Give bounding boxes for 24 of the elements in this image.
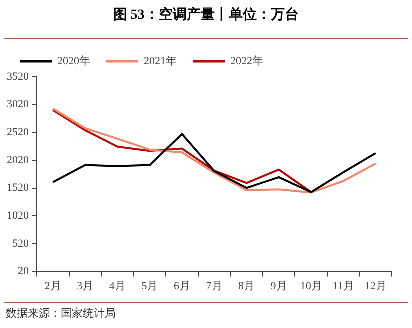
chart-title: 图 53：空调产量丨单位：万台 [112, 6, 300, 24]
x-tick-label: 11月 [332, 280, 354, 292]
y-tick-label: 520 [12, 238, 30, 250]
legend-label: 2021年 [144, 55, 177, 68]
y-tick-label: 2520 [7, 126, 30, 139]
legend-label: 2020年 [58, 55, 90, 68]
x-tick-label: 9月 [270, 280, 288, 292]
y-tick-label: 20 [18, 266, 30, 278]
source-note: 数据来源：国家统计局 [6, 306, 116, 321]
x-tick-label: 10月 [300, 280, 322, 292]
y-tick-label: 3020 [7, 98, 30, 111]
x-tick-label: 8月 [238, 280, 256, 292]
x-tick-label: 2月 [44, 280, 62, 292]
y-tick-label: 1020 [7, 210, 30, 222]
x-tick-label: 4月 [109, 280, 126, 292]
x-tick-label: 3月 [77, 280, 94, 292]
y-tick-label: 2020 [7, 154, 30, 166]
x-tick-label: 12月 [364, 280, 387, 292]
x-tick-label: 6月 [174, 280, 190, 292]
y-tick-label: 1520 [7, 182, 30, 194]
x-tick-label: 7月 [206, 280, 223, 292]
legend-label: 2022年 [230, 55, 264, 68]
y-tick-label: 3520 [7, 70, 30, 83]
x-tick-label: 5月 [142, 280, 158, 292]
